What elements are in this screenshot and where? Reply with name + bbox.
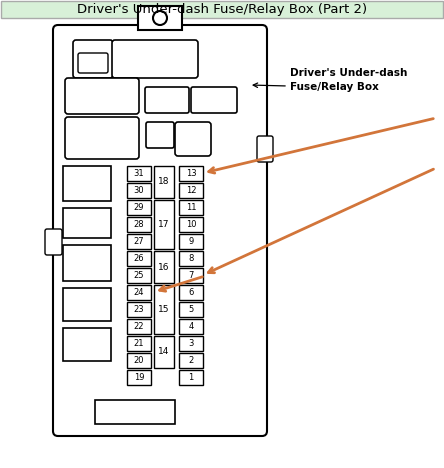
Text: 12: 12 [186,186,196,195]
Bar [179,200,203,215]
FancyBboxPatch shape [112,40,198,78]
Text: 16: 16 [158,263,170,271]
Bar [138,6,182,30]
Text: 14: 14 [159,348,170,357]
Text: 15: 15 [158,305,170,314]
FancyBboxPatch shape [175,122,211,156]
Bar [1,1,443,18]
Bar [179,319,203,334]
Bar [179,217,203,232]
Bar [179,336,203,351]
Text: 27: 27 [134,237,144,246]
Text: 2: 2 [188,356,194,365]
FancyBboxPatch shape [73,40,113,78]
Bar [127,319,151,334]
Bar [127,183,151,198]
Text: 17: 17 [158,220,170,229]
Bar [127,217,151,232]
Bar [179,268,203,283]
FancyBboxPatch shape [53,25,267,436]
Bar [179,302,203,317]
Bar [63,288,111,321]
Bar [154,285,174,334]
FancyBboxPatch shape [65,117,139,159]
Bar [179,285,203,300]
Bar [154,200,174,249]
Text: 31: 31 [134,169,144,178]
Text: 10: 10 [186,220,196,229]
Bar [179,370,203,385]
Text: 7: 7 [188,271,194,280]
Bar [154,251,174,283]
Bar [127,336,151,351]
Text: 13: 13 [186,169,196,178]
Text: 18: 18 [158,177,170,187]
Text: 22: 22 [134,322,144,331]
Text: 4: 4 [188,322,194,331]
FancyBboxPatch shape [146,122,174,148]
Text: 19: 19 [134,373,144,382]
Text: 6: 6 [188,288,194,297]
Bar [127,200,151,215]
Bar [179,251,203,266]
Bar [127,268,151,283]
Bar [63,208,111,238]
Bar [179,234,203,249]
FancyBboxPatch shape [145,87,189,113]
Bar [127,285,151,300]
Text: 3: 3 [188,339,194,348]
Text: 8: 8 [188,254,194,263]
Bar [127,251,151,266]
FancyBboxPatch shape [65,78,139,114]
Text: 25: 25 [134,271,144,280]
Bar [154,336,174,368]
Bar [127,353,151,368]
FancyBboxPatch shape [78,53,108,73]
Text: 29: 29 [134,203,144,212]
Text: 21: 21 [134,339,144,348]
Text: Driver's Under-dash
Fuse/Relay Box: Driver's Under-dash Fuse/Relay Box [290,68,408,92]
Bar [179,183,203,198]
Bar [154,166,174,198]
Text: 5: 5 [188,305,194,314]
Text: 1: 1 [188,373,194,382]
Text: 28: 28 [134,220,144,229]
Text: 30: 30 [134,186,144,195]
FancyBboxPatch shape [45,229,62,255]
Text: Driver's Under-dash Fuse/Relay Box (Part 2): Driver's Under-dash Fuse/Relay Box (Part… [77,3,367,16]
Bar [127,166,151,181]
Bar [179,166,203,181]
Bar [95,400,175,424]
Bar [127,370,151,385]
Text: 9: 9 [188,237,194,246]
Text: 20: 20 [134,356,144,365]
FancyBboxPatch shape [191,87,237,113]
Bar [127,302,151,317]
Bar [127,234,151,249]
Text: 11: 11 [186,203,196,212]
Bar [179,353,203,368]
Bar [63,328,111,361]
Text: 26: 26 [134,254,144,263]
FancyBboxPatch shape [257,136,273,162]
Text: 24: 24 [134,288,144,297]
Bar [63,166,111,201]
Bar [63,245,111,281]
Text: 23: 23 [134,305,144,314]
Circle shape [153,11,167,25]
